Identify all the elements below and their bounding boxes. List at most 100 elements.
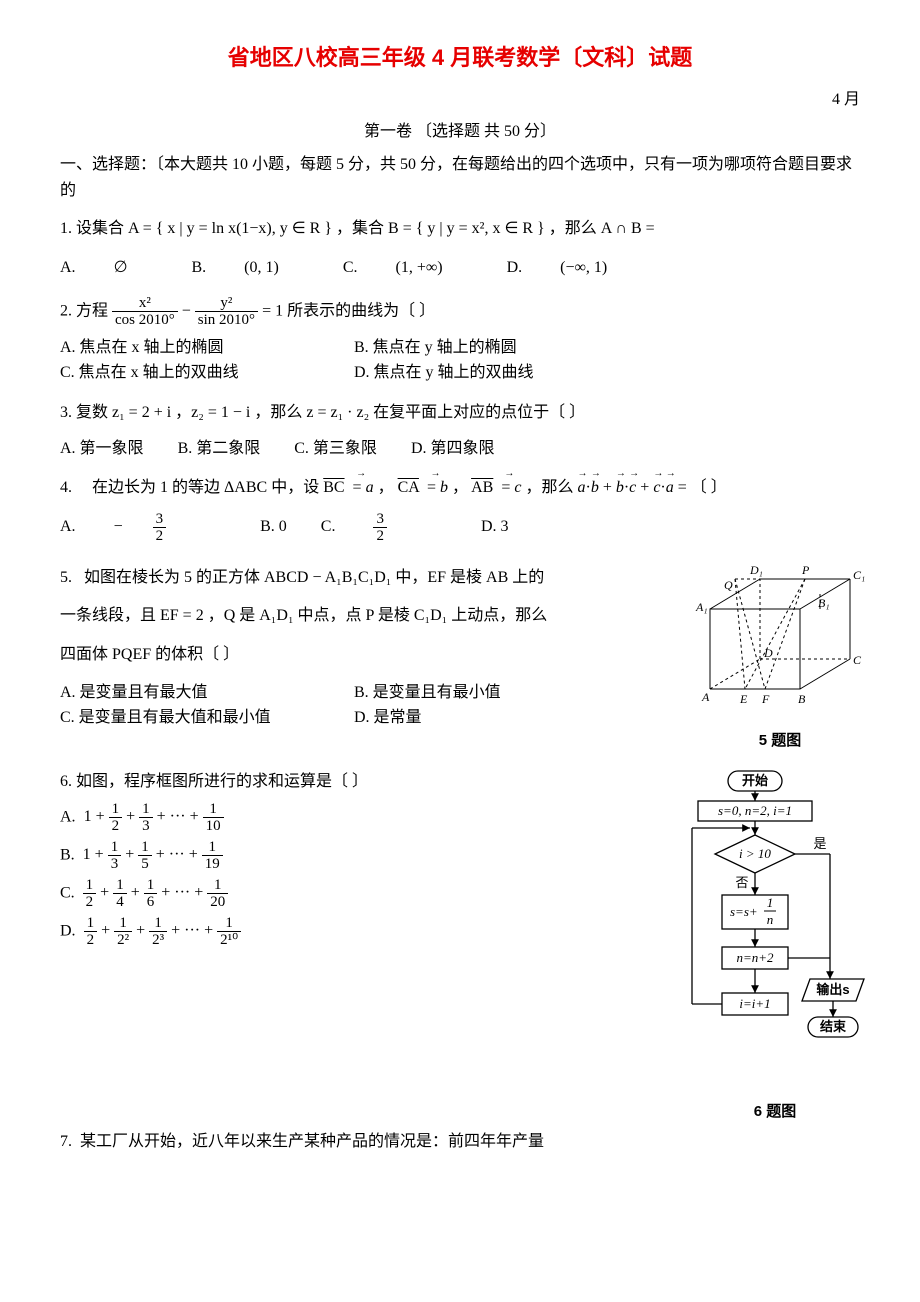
q2-options: A. 焦点在 x 轴上的椭圆 B. 焦点在 y 轴上的椭圆 C. 焦点在 x 轴… (60, 335, 860, 386)
flow-out: 输出s (816, 982, 849, 997)
q1-optB: (0, 1) (244, 255, 279, 281)
q4-stem-a: 在边长为 1 的等边 ΔABC 中，设 (92, 479, 323, 496)
q4-optA-den: 2 (153, 528, 167, 545)
lbl-F: F (761, 692, 770, 706)
q4-optA-label: A. (60, 514, 76, 540)
q1-optB-label: B. (192, 255, 207, 281)
flow-no: 否 (735, 875, 748, 890)
q6-num: 6. (60, 773, 72, 790)
q2-optA: A. 焦点在 x 轴上的椭圆 (60, 335, 320, 361)
q2-rhs: = 1 (262, 302, 283, 319)
q4-optA-num: 3 (153, 511, 167, 529)
q1-optA-label: A. (60, 255, 76, 281)
q6-optD-expr: 12 + 12² + 12³ + ··· + 12¹⁰ (84, 922, 242, 939)
q4-optC-label: C. (321, 514, 336, 540)
q2-frac-x: x² cos 2010° (112, 295, 178, 329)
question-6: 开始 s=0, n=2, i=1 i > 10 是 否 输出s 结束 n=n+2… (60, 769, 860, 1099)
q2-num-x: x² (112, 295, 178, 313)
date: 4 月 (60, 87, 860, 113)
q3-optD: D. 第四象限 (411, 436, 495, 462)
page-title: 省地区八校高三年级 4 月联考数学〔文科〕试题 (60, 40, 860, 75)
q6-optB-expr: 1 + 13 + 15 + ··· + 119 (83, 846, 223, 863)
lbl-E: E (739, 692, 748, 706)
q6-stem: 如图，程序框图所进行的求和运算是〔 〕 (76, 773, 368, 790)
q2-stem-a: 方程 (76, 302, 112, 319)
flow-start: 开始 (742, 773, 768, 788)
lbl-C: C (853, 653, 862, 667)
q4-optA-sign: − (114, 514, 123, 540)
question-7: 7. 某工厂从开始，近八年以来生产某种产品的情况是：前四年年产量 (60, 1129, 620, 1155)
q4-stem-c: = 〔 〕 (678, 479, 727, 496)
q3-num: 3. (60, 404, 72, 421)
q5-optB: B. 是变量且有最小值 (354, 680, 501, 706)
q1-optC: (1, +∞) (396, 255, 443, 281)
q1-optA: ∅ (114, 255, 128, 281)
q6-optC-label: C. (60, 884, 75, 901)
flow-n: n=n+2 (736, 950, 774, 965)
q4-CA: CA (398, 479, 419, 496)
lbl-C1: C₁ (853, 568, 865, 582)
q4-optC-den: 2 (373, 528, 387, 545)
q5-optC: C. 是变量且有最大值和最小值 (60, 705, 320, 731)
q7-stem: 某工厂从开始，近八年以来生产某种产品的情况是：前四年年产量 (80, 1133, 544, 1150)
q6-options: A. 1 + 12 + 13 + ··· + 110 B. 1 + 13 + 1… (60, 801, 620, 949)
flow-i: i=i+1 (739, 996, 770, 1011)
flow-s-den: n (767, 912, 774, 927)
q6-optD-label: D. (60, 922, 76, 939)
q4-optC-num: 3 (373, 511, 387, 529)
q4-options: A. −32 B. 0 C. 32 D. 3 (60, 511, 860, 545)
flowchart-svg: 开始 s=0, n=2, i=1 i > 10 是 否 输出s 结束 n=n+2… (680, 769, 870, 1089)
q1-B-def: B = { y | y = x², x ∈ R } (388, 220, 545, 237)
fig6-caption: 6 题图 (680, 1100, 870, 1124)
flow-end: 结束 (820, 1019, 847, 1034)
flow-yes: 是 (813, 836, 826, 851)
figure-5: A B C D A₁ B₁ C₁ D₁ E F P Q 5 题图 (690, 559, 870, 754)
q5-optA: A. 是变量且有最大值 (60, 680, 320, 706)
lbl-B: B (798, 692, 806, 706)
q4-BC: BC (323, 479, 344, 496)
q2-optB: B. 焦点在 y 轴上的椭圆 (354, 335, 517, 361)
q5-stem-a: 如图在棱长为 5 的正方体 ABCD − A₁B₁C₁D₁ 中，EF 是棱 AB… (84, 569, 544, 586)
q2-optD: D. 焦点在 y 轴上的双曲线 (354, 360, 534, 386)
fig5-caption: 5 题图 (690, 729, 870, 753)
lbl-D: D (763, 646, 773, 660)
q5-optD: D. 是常量 (354, 705, 422, 731)
q4-b: = b (423, 475, 448, 501)
flow-s-lhs: s=s+ (730, 904, 758, 919)
flow-s-num: 1 (767, 895, 774, 910)
question-3: 3. 复数 z₁ = 2 + i ，z₂ = 1 − i ，那么 z = z₁ … (60, 400, 860, 461)
q2-den-y: sin 2010° (195, 312, 258, 329)
q3-optC: C. 第三象限 (294, 436, 377, 462)
lbl-A: A (701, 690, 710, 704)
q4-num: 4. (60, 479, 72, 496)
q2-frac-y: y² sin 2010° (195, 295, 258, 329)
q4-expr: a·b + b·c + c·a (577, 479, 673, 496)
figure-6: 开始 s=0, n=2, i=1 i > 10 是 否 输出s 结束 n=n+2… (680, 769, 870, 1124)
q4-AB: AB (471, 479, 493, 496)
q1-stem-b: ，集合 (336, 220, 388, 237)
q2-num-y: y² (195, 295, 258, 313)
q4-optD: D. 3 (481, 514, 509, 540)
q2-minus: − (182, 302, 195, 319)
question-5: A B C D A₁ B₁ C₁ D₁ E F P Q 5 题图 5. 如图在棱… (60, 559, 860, 731)
q2-optC: C. 焦点在 x 轴上的双曲线 (60, 360, 320, 386)
q6-optA-label: A. (60, 808, 76, 825)
q3-options: A. 第一象限 B. 第二象限 C. 第三象限 D. 第四象限 (60, 436, 860, 462)
q5-options: A. 是变量且有最大值 B. 是变量且有最小值 C. 是变量且有最大值和最小值 … (60, 680, 620, 731)
q1-A-def: A = { x | y = ln x(1−x), y ∈ R } (128, 220, 332, 237)
q1-optC-label: C. (343, 255, 358, 281)
lbl-B1: B₁ (818, 596, 830, 610)
q3-optA: A. 第一象限 (60, 436, 144, 462)
q6-optB-label: B. (60, 846, 75, 863)
subtitle: 第一卷 〔选择题 共 50 分〕 (60, 119, 860, 145)
q4-stem-b: ，那么 (525, 479, 577, 496)
lbl-P: P (801, 563, 810, 577)
q4-optB: B. 0 (260, 514, 287, 540)
lbl-D1: D₁ (749, 563, 763, 577)
q6-optA-expr: 1 + 12 + 13 + ··· + 110 (84, 808, 224, 825)
q5-num: 5. (60, 569, 72, 586)
q3-stem: 复数 z₁ = 2 + i ，z₂ = 1 − i ，那么 z = z₁ · z… (76, 404, 585, 421)
question-4: 4. 在边长为 1 的等边 ΔABC 中，设 BC = a ， CA = b ，… (60, 475, 860, 545)
question-1: 1. 设集合 A = { x | y = ln x(1−x), y ∈ R } … (60, 216, 860, 281)
q1-stem-a: 设集合 (76, 220, 128, 237)
